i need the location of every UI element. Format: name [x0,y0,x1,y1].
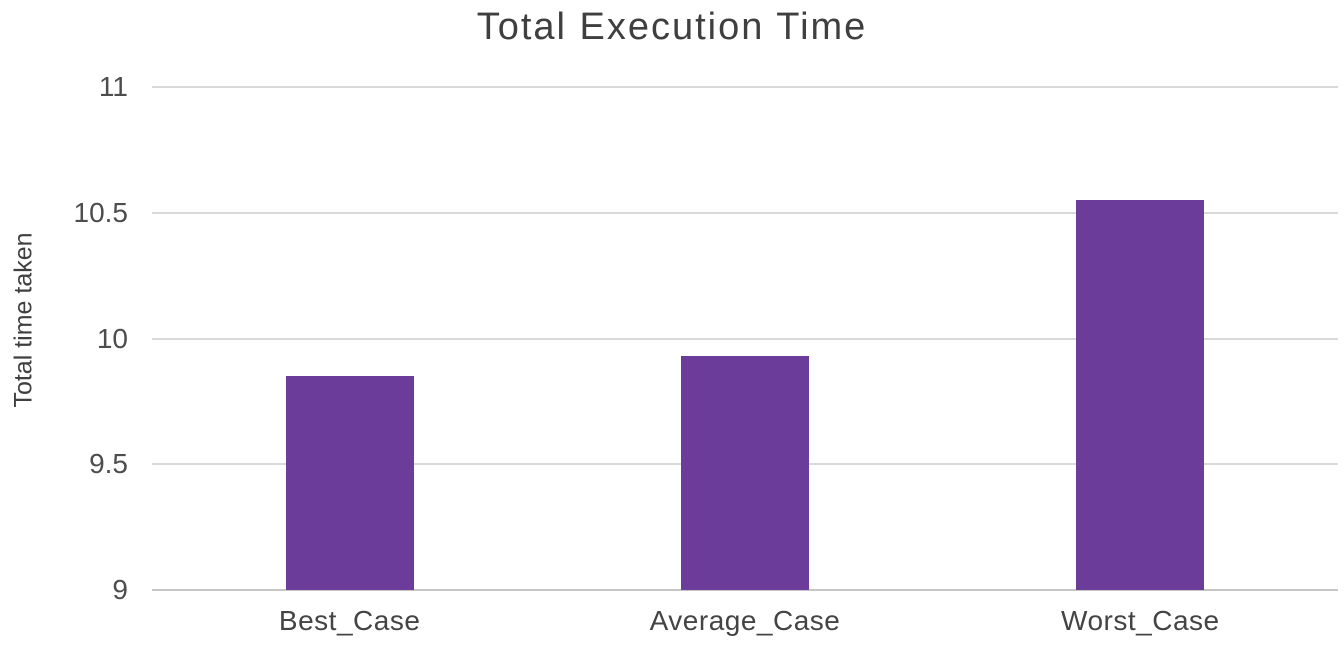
gridline-11 [152,86,1338,88]
x-category-label-best_case: Best_Case [278,605,421,636]
y-tick-label-9.5: 9.5 [89,448,128,480]
y-tick-label-10.5: 10.5 [73,196,129,228]
bar-worst_case [1076,200,1205,590]
plot-area [152,86,1338,591]
bar-average_case [681,356,809,590]
gridline-10 [152,337,1338,340]
y-axis-title: Total time taken [9,232,38,408]
gridline-10.5 [152,211,1338,214]
y-tick-label-11: 11 [98,71,128,102]
x-category-label-average_case: Average_Case [649,605,841,636]
gridline-9 [152,589,1338,591]
x-category-label-worst_case: Worst_Case [1061,605,1220,636]
y-tick-label-10: 10 [96,322,128,354]
bar-best_case [285,376,414,590]
y-tick-label-9: 9 [112,574,128,605]
chart-title: Total Execution Time [476,6,868,48]
